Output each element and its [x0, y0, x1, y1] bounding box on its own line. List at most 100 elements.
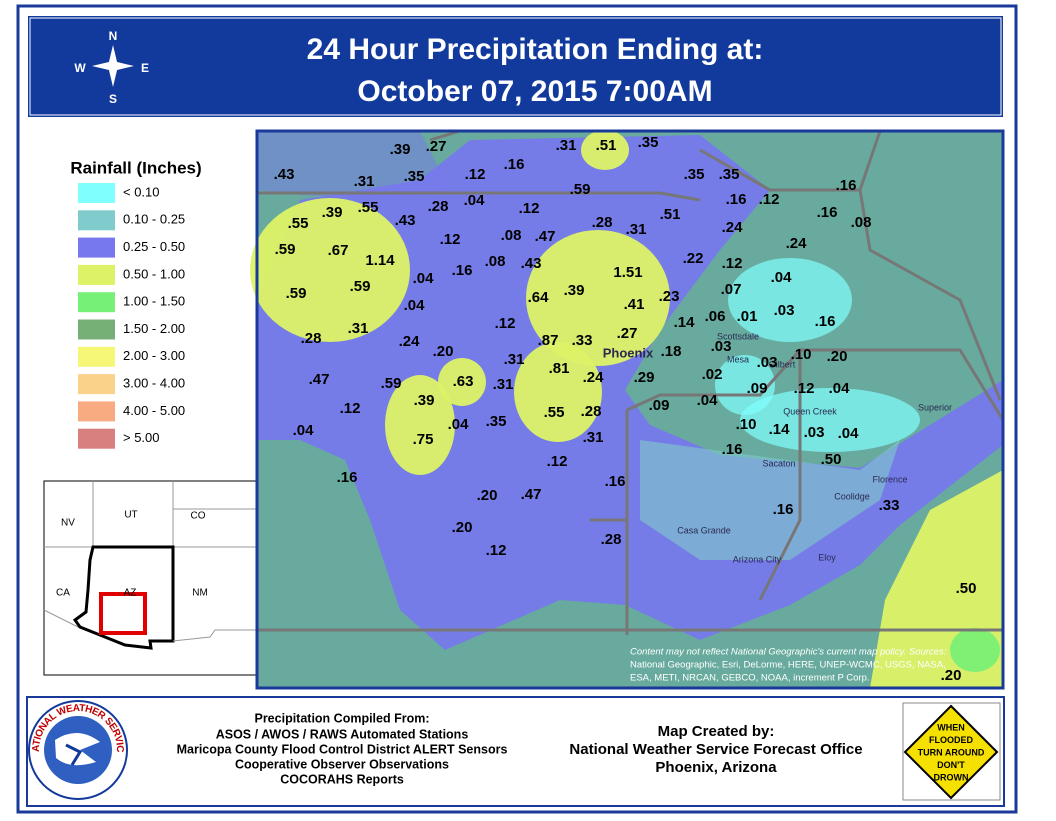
station-value: .35 [684, 166, 705, 183]
place-label: Superior [918, 402, 952, 412]
station-value: .47 [309, 371, 330, 388]
sign-line: FLOODED [929, 735, 973, 745]
state-label: CA [56, 588, 70, 599]
station-value: .28 [601, 531, 622, 548]
station-value: .16 [337, 469, 358, 486]
station-value: .63 [453, 373, 474, 390]
place-label: Casa Grande [677, 525, 731, 535]
station-value: .43 [274, 166, 295, 183]
station-value: .02 [702, 366, 723, 383]
station-value: .09 [747, 380, 768, 397]
station-value: .59 [350, 278, 371, 295]
station-value: .31 [556, 137, 577, 154]
station-value: .03 [804, 424, 825, 441]
place-label: Gilbert [769, 359, 796, 369]
station-value: .27 [426, 138, 447, 155]
state-label: NM [192, 588, 208, 599]
station-value: .67 [328, 242, 349, 259]
legend-swatch [78, 292, 115, 313]
station-value: .16 [773, 501, 794, 518]
rain-area [950, 628, 1000, 672]
state-border [172, 629, 256, 642]
compass-n: N [109, 29, 118, 43]
rain-area [438, 358, 486, 406]
station-value: .12 [547, 453, 568, 470]
compass-w: W [74, 61, 86, 75]
legend-swatch [78, 401, 115, 422]
rain-area [715, 355, 775, 415]
state-border [44, 481, 256, 548]
sign-text: WHEN FLOODED TURN AROUND DON'T DROWN [918, 722, 985, 782]
station-value: .14 [674, 314, 696, 331]
compass-e: E [141, 61, 149, 75]
place-label: Arizona City [733, 554, 782, 564]
legend-swatch [78, 264, 115, 285]
state-label: UT [124, 510, 137, 521]
creator-title: Map Created by: [658, 723, 775, 740]
rain-area [385, 375, 455, 475]
station-value: .39 [414, 392, 435, 409]
station-value: .24 [786, 235, 808, 252]
source-line: Maricopa County Flood Control District A… [177, 742, 508, 756]
station-value: .51 [660, 206, 681, 223]
station-value: .35 [486, 413, 507, 430]
place-label: Queen Creek [783, 406, 837, 416]
station-value: .06 [705, 308, 726, 325]
legend-label: 2.00 - 3.00 [123, 348, 185, 363]
source-line: Cooperative Observer Observations [235, 757, 449, 771]
rain-area [728, 258, 852, 342]
station-value: .12 [465, 166, 486, 183]
station-value: .12 [440, 231, 461, 248]
rain-area [526, 229, 670, 367]
station-value: .39 [390, 141, 411, 158]
station-value: .20 [452, 519, 473, 536]
creator-line: Phoenix, Arizona [655, 759, 777, 776]
station-value: .16 [452, 262, 473, 279]
station-value: .16 [836, 177, 857, 194]
source-line: ASOS / AWOS / RAWS Automated Stations [216, 727, 469, 741]
station-value: .59 [570, 181, 591, 198]
station-value: .24 [399, 333, 421, 350]
legend-label: 1.00 - 1.50 [123, 294, 185, 309]
legend-label: 0.10 - 0.25 [123, 212, 185, 227]
station-value: .87 [538, 332, 559, 349]
station-value: .07 [721, 281, 742, 298]
station-value: .55 [288, 215, 309, 232]
station-value: .51 [596, 137, 617, 154]
state-border [43, 609, 81, 629]
legend-swatch [78, 183, 115, 203]
sign-line: DON'T [937, 760, 965, 770]
station-value: .04 [293, 422, 315, 439]
legend-label: 1.50 - 2.00 [123, 321, 185, 336]
creator-line: National Weather Service Forecast Office [569, 741, 862, 758]
station-value: .04 [448, 416, 470, 433]
station-value: .31 [504, 351, 525, 368]
header [26, 14, 1005, 119]
state-label: AZ [124, 588, 137, 599]
map-credit: ESA, METI, NRCAN, GEBCO, NOAA, increment… [630, 673, 870, 684]
map: Phoenix Scottsdale Mesa Gilbert Queen Creek S… [250, 129, 1005, 688]
place-label: Coolidge [834, 491, 870, 501]
station-value: .16 [605, 473, 626, 490]
map-credit: National Geographic, Esri, DeLorme, HERE… [630, 660, 946, 671]
county-line [699, 130, 882, 192]
inset-labels: NV UT CO CA AZ NM [56, 510, 208, 599]
station-value: .12 [722, 255, 743, 272]
station-value: .47 [535, 228, 556, 245]
compass-rose [92, 61, 134, 71]
station-value: .27 [617, 325, 638, 342]
station-value: .28 [428, 198, 449, 215]
station-value: .20 [477, 487, 498, 504]
map-credit: Content may not reflect National Geograp… [630, 647, 947, 658]
station-value: .03 [711, 338, 732, 355]
station-value: .35 [719, 166, 740, 183]
station-value: .75 [413, 431, 434, 448]
rain-area [514, 342, 602, 442]
station-value: .55 [358, 199, 379, 216]
compass-s: S [109, 92, 117, 106]
station-value: .24 [722, 219, 744, 236]
station-value: .41 [624, 296, 645, 313]
station-value: .04 [697, 392, 719, 409]
station-value: .31 [583, 429, 604, 446]
legend-swatch [78, 374, 115, 395]
